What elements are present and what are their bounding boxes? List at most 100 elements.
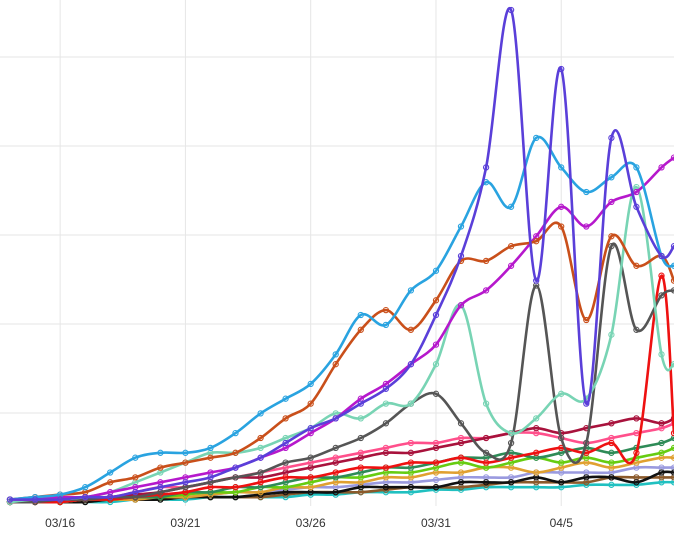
data-point	[157, 484, 164, 491]
data-point	[558, 164, 565, 171]
data-point	[382, 420, 390, 427]
data-point	[457, 252, 465, 260]
data-point	[332, 444, 339, 452]
series-line	[8, 274, 674, 504]
data-point	[232, 429, 239, 437]
data-point	[608, 174, 615, 181]
data-point	[633, 188, 640, 196]
series-line	[8, 221, 674, 501]
data-point	[307, 474, 314, 481]
data-point	[307, 380, 314, 388]
data-point	[482, 400, 490, 407]
data-point	[457, 479, 465, 486]
data-point	[633, 415, 640, 422]
series-line	[8, 6, 674, 502]
data-point	[332, 415, 339, 422]
x-tick-label: 03/31	[421, 516, 451, 530]
data-point	[407, 400, 415, 407]
data-point	[307, 454, 314, 461]
data-point	[658, 469, 665, 476]
data-point	[457, 420, 465, 427]
data-point	[82, 493, 89, 501]
data-point	[558, 65, 565, 73]
data-point	[232, 484, 239, 491]
data-point	[357, 400, 364, 407]
data-point	[608, 134, 615, 142]
data-point	[670, 464, 674, 471]
data-point	[482, 257, 490, 265]
data-point	[357, 434, 364, 442]
data-point	[357, 415, 364, 422]
data-point	[670, 474, 674, 481]
data-point	[282, 474, 289, 481]
data-point	[457, 454, 465, 461]
data-point	[507, 454, 515, 461]
data-point	[357, 326, 364, 333]
data-point	[432, 361, 440, 368]
data-point	[407, 361, 415, 368]
data-point	[583, 439, 590, 447]
data-point	[670, 420, 674, 427]
data-point	[670, 429, 674, 437]
data-point	[282, 439, 289, 447]
data-point	[583, 223, 590, 230]
data-point	[332, 489, 339, 496]
data-point	[407, 484, 415, 491]
data-point	[407, 449, 415, 456]
series-line	[8, 185, 674, 504]
data-point	[670, 479, 674, 486]
data-point	[432, 390, 440, 397]
data-point	[257, 454, 264, 461]
data-point	[332, 459, 339, 466]
data-point	[257, 410, 264, 417]
data-point	[232, 474, 239, 481]
data-point	[382, 400, 390, 407]
data-point	[232, 464, 239, 471]
data-point	[432, 459, 440, 466]
series-6	[6, 272, 674, 506]
x-tick-label: 03/21	[170, 516, 200, 530]
data-point	[432, 297, 440, 304]
data-point	[282, 415, 289, 422]
data-point	[6, 496, 14, 503]
data-point	[507, 262, 515, 269]
data-point	[583, 474, 590, 481]
data-point	[357, 464, 364, 471]
data-point	[583, 188, 590, 196]
data-point	[407, 326, 415, 333]
data-point	[558, 434, 565, 442]
data-point	[608, 481, 615, 488]
data-point	[633, 262, 640, 269]
data-point	[282, 459, 289, 466]
data-point	[507, 6, 515, 14]
data-point	[207, 444, 214, 452]
data-point	[658, 449, 665, 456]
data-point	[658, 292, 665, 299]
data-point	[633, 479, 640, 486]
data-point	[670, 469, 674, 476]
data-point	[207, 474, 214, 481]
data-point	[482, 449, 490, 456]
data-point	[608, 331, 615, 338]
data-point	[482, 434, 490, 442]
data-point	[432, 267, 440, 274]
data-point	[608, 449, 615, 456]
data-point	[482, 287, 490, 294]
data-point	[157, 464, 164, 471]
data-point	[670, 243, 674, 250]
data-point	[658, 439, 665, 447]
data-point	[670, 434, 674, 442]
data-point	[257, 469, 264, 476]
data-point	[357, 311, 364, 319]
data-point	[332, 351, 339, 358]
data-point	[182, 459, 189, 466]
x-tick-label: 04/5	[550, 516, 574, 530]
data-point	[257, 479, 264, 486]
data-point	[407, 287, 415, 294]
data-point	[558, 223, 565, 230]
data-point	[307, 425, 314, 432]
data-point	[670, 415, 674, 422]
data-point	[670, 287, 674, 294]
data-point	[457, 469, 465, 476]
data-point	[533, 469, 540, 476]
